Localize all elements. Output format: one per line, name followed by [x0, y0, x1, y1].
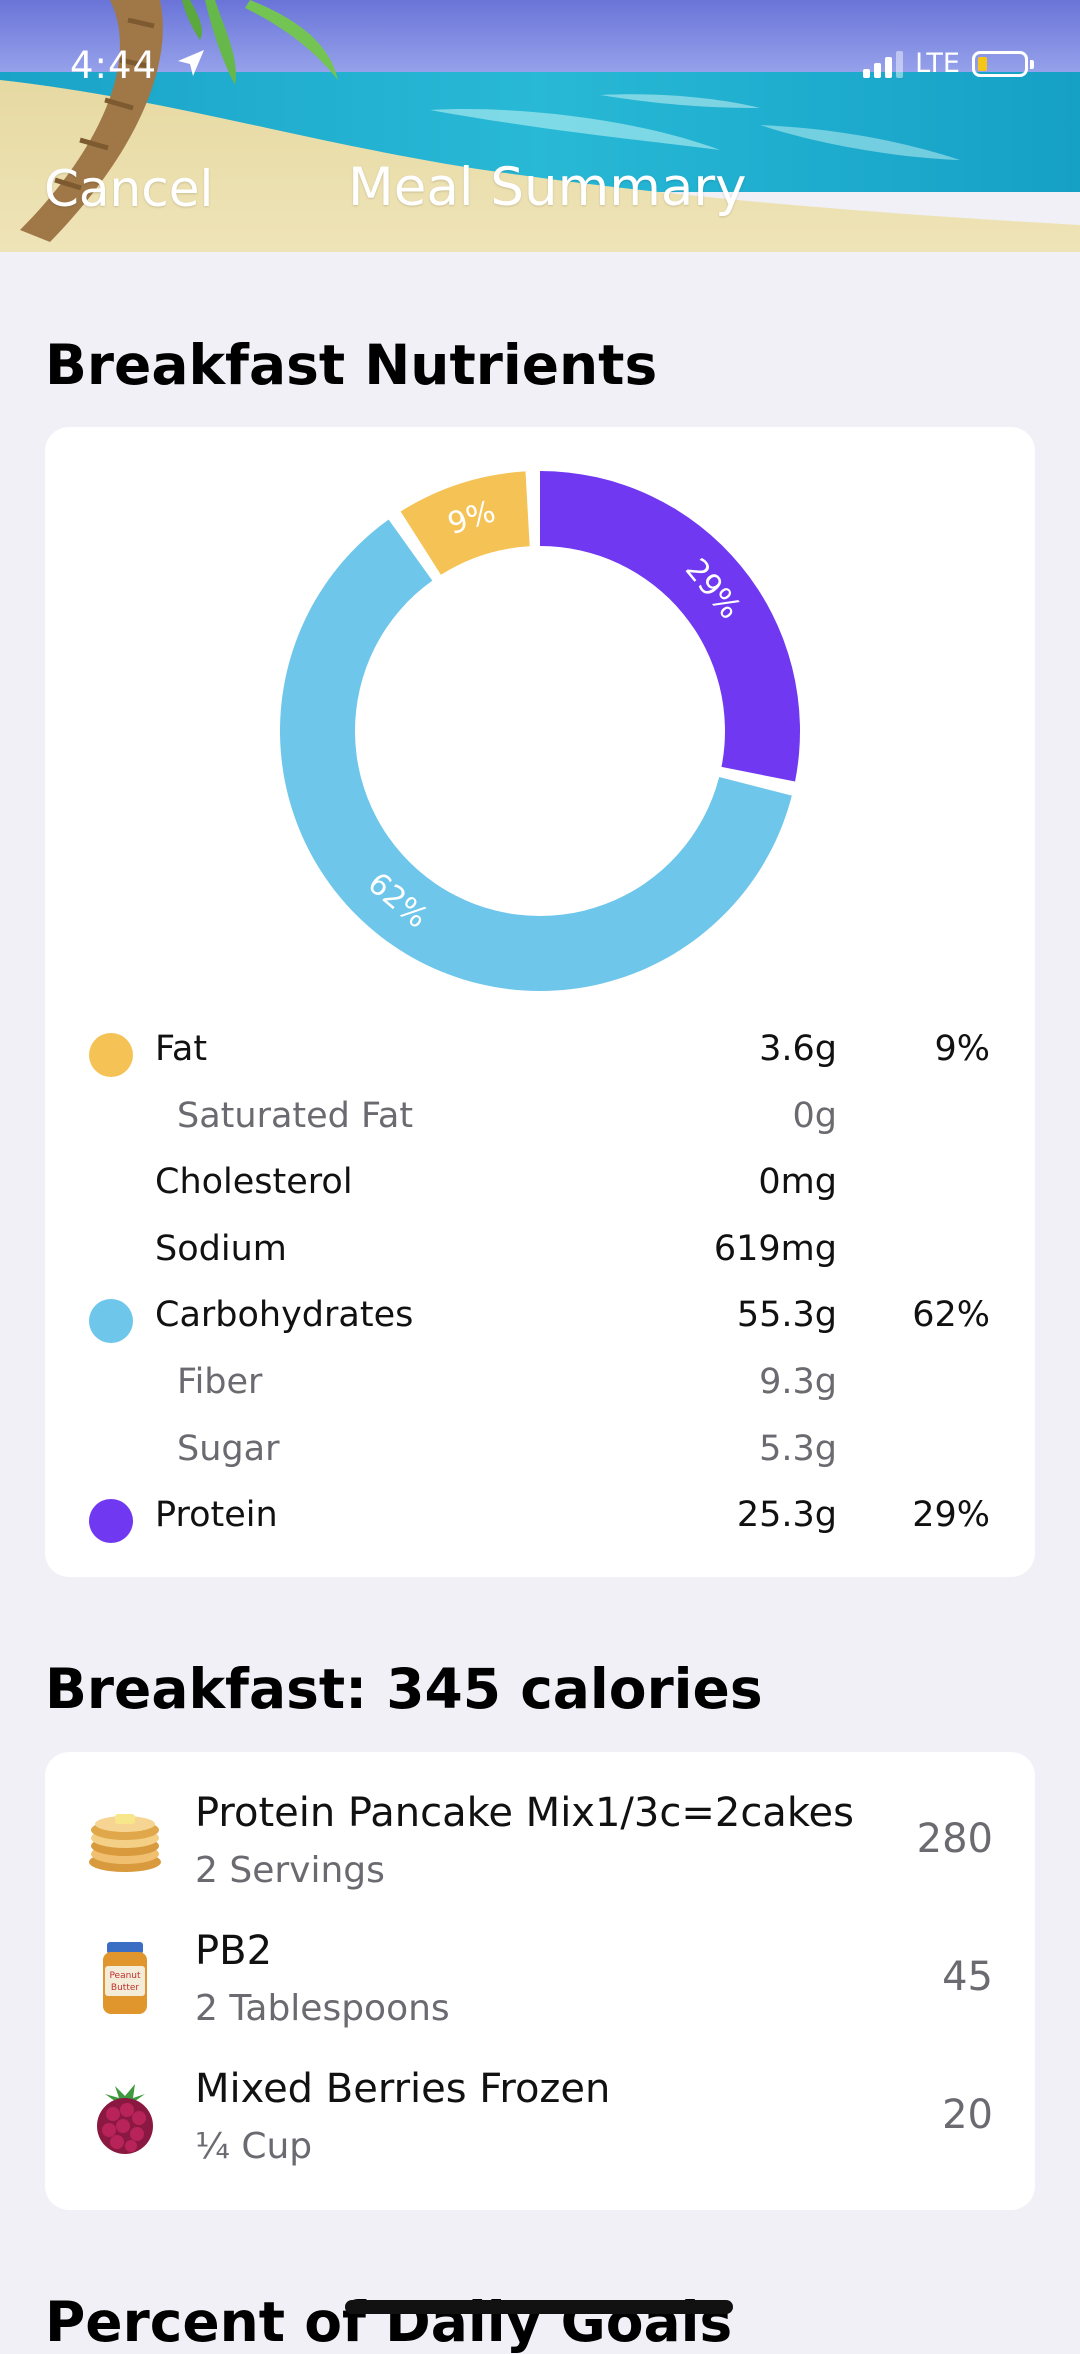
food-name: Protein Pancake Mix1/3c=2cakes: [195, 1790, 855, 1836]
donut-slice-fat: [400, 471, 530, 575]
nutrients-section-title: Breakfast Nutrients: [45, 333, 658, 397]
location-arrow-icon: [176, 44, 206, 87]
food-serving: ¼ Cup: [195, 2126, 313, 2167]
meal-items-card: Protein Pancake Mix1/3c=2cakes 2 Serving…: [45, 1752, 1035, 2210]
food-calories: 280: [916, 1816, 993, 1862]
nutrient-amount: 3.6g: [759, 1029, 837, 1069]
nutrients-card: 9% 29% 62% Fat 3.6g 9% Saturated Fat 0g Cholest…: [45, 427, 1035, 1577]
food-item-row[interactable]: Peanut Butter PB2 2 Tablespoons 45: [45, 1910, 1035, 2048]
pancakes-icon: [85, 1800, 165, 1880]
nutrient-row: Fiber 9.3g: [45, 1350, 1035, 1416]
nutrient-percent: 62%: [912, 1295, 990, 1336]
food-item-row[interactable]: Mixed Berries Frozen ¼ Cup 20: [45, 2048, 1035, 2186]
status-time: 4:44: [70, 44, 206, 87]
jar-label-text: Peanut: [109, 1971, 141, 1981]
nutrient-amount: 25.3g: [736, 1495, 837, 1536]
status-indicators: LTE: [863, 48, 1034, 79]
food-item-row[interactable]: Protein Pancake Mix1/3c=2cakes 2 Serving…: [45, 1772, 1035, 1910]
nutrient-name: Sodium: [155, 1228, 287, 1269]
nutrient-row: Carbohydrates 55.3g 62%: [45, 1283, 1035, 1349]
nutrient-name: Carbohydrates: [155, 1295, 414, 1336]
raspberry-icon: [85, 2076, 165, 2156]
nutrient-color-dot: [89, 1033, 133, 1077]
nutrient-name: Fat: [155, 1029, 208, 1069]
donut-slice-protein: [540, 471, 801, 782]
donut-slice-carbohydrates: [279, 519, 792, 992]
nutrient-amount: 0mg: [758, 1162, 837, 1203]
nutrient-color-dot: [89, 1499, 133, 1544]
meal-section-title: Breakfast: 345 calories: [45, 1657, 763, 1721]
nutrient-name: Saturated Fat: [177, 1095, 414, 1136]
nutrient-color-dot: [89, 1299, 133, 1344]
nutrient-row: Saturated Fat 0g: [45, 1084, 1035, 1150]
macro-donut-chart: 9%29%62%: [279, 471, 801, 992]
food-calories: 20: [942, 2092, 993, 2138]
cancel-button[interactable]: Cancel: [44, 160, 214, 218]
nutrient-row: Fat 3.6g 9%: [45, 1017, 1035, 1083]
beach-background: [0, 0, 1080, 252]
nutrient-row: Sodium 619mg: [45, 1217, 1035, 1283]
nutrient-amount: 5.3g: [759, 1428, 837, 1469]
food-name: Mixed Berries Frozen: [195, 2066, 611, 2112]
time-text: 4:44: [70, 44, 158, 87]
peanut-butter-jar-icon: Peanut Butter: [85, 1938, 165, 2018]
page-title: Meal Summary: [348, 157, 747, 218]
home-indicator[interactable]: [345, 2300, 733, 2314]
nutrient-row: Protein 25.3g 29%: [45, 1483, 1035, 1549]
food-serving: 2 Tablespoons: [195, 1988, 450, 2029]
nutrient-row: Sugar 5.3g: [45, 1417, 1035, 1483]
nutrient-row: Cholesterol 0mg: [45, 1150, 1035, 1216]
nutrient-name: Fiber: [177, 1362, 263, 1402]
nutrient-name: Protein: [155, 1495, 278, 1536]
nutrient-name: Cholesterol: [155, 1162, 353, 1203]
network-label: LTE: [915, 48, 960, 79]
food-serving: 2 Servings: [195, 1850, 385, 1891]
nutrient-name: Sugar: [177, 1428, 280, 1469]
nutrient-percent: 29%: [912, 1495, 990, 1536]
food-calories: 45: [942, 1954, 993, 2000]
nutrient-amount: 0g: [792, 1095, 838, 1136]
nutrient-percent: 9%: [934, 1029, 990, 1069]
nutrient-amount: 9.3g: [759, 1362, 837, 1402]
header-bar: 4:44 LTE Cancel Meal Summary: [0, 0, 1080, 252]
food-name: PB2: [195, 1928, 273, 1974]
nutrient-amount: 55.3g: [736, 1295, 837, 1336]
jar-label-text: Butter: [111, 1983, 139, 1993]
nutrient-amount: 619mg: [713, 1228, 837, 1269]
signal-icon: [863, 50, 904, 78]
battery-icon: [972, 50, 1034, 77]
